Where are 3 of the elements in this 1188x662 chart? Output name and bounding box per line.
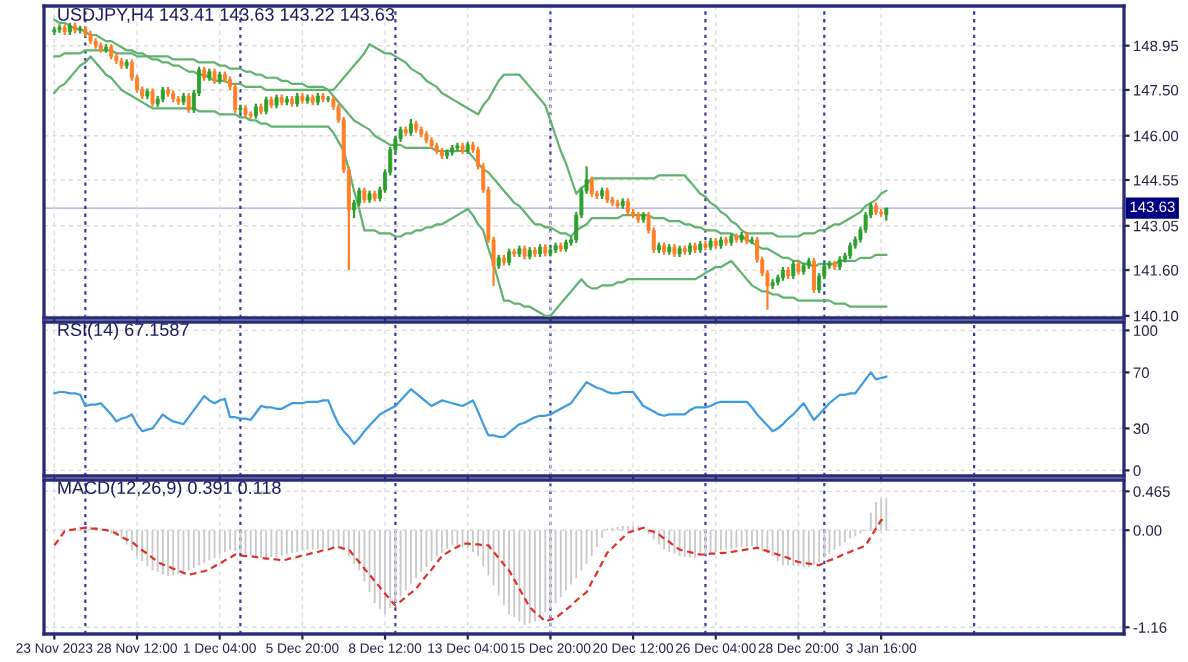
chart-title: USDJPY,H4 143.41 143.63 143.22 143.63 (58, 8, 395, 23)
chart-title: MACD(12,26,9) 0.391 0.118 (58, 480, 281, 498)
chart-title: RSI(14) 67.1587 (58, 322, 189, 340)
